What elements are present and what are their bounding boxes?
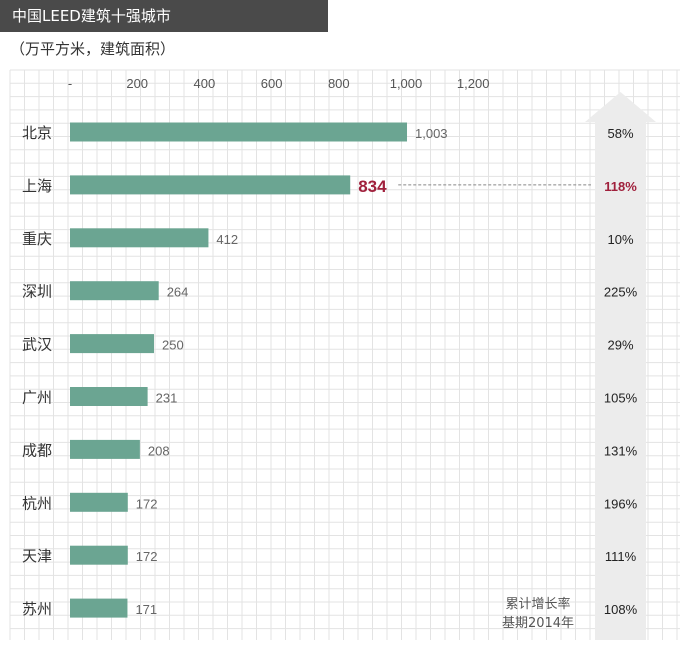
city-label: 重庆 <box>22 230 52 248</box>
growth-label: 131% <box>604 443 638 458</box>
bars <box>70 122 591 618</box>
city-label: 上海 <box>22 177 52 195</box>
bar <box>70 387 148 406</box>
bar <box>70 122 408 142</box>
page-title: 中国LEED建筑十强城市 <box>0 0 328 32</box>
growth-label: 10% <box>607 232 633 247</box>
x-tick-label: 400 <box>194 76 216 91</box>
city-label: 广州 <box>22 389 52 407</box>
bar <box>70 228 209 248</box>
x-tick-label: 1,200 <box>457 76 490 91</box>
labels: 北京 1,003 58% 上海 834 118% 重庆 412 10% 深圳 264 225% 武汉 25… <box>22 124 638 618</box>
growth-label: 225% <box>604 285 638 300</box>
growth-label: 58% <box>607 126 633 141</box>
bar <box>70 492 128 512</box>
value-label: 172 <box>136 549 158 564</box>
city-label: 成都 <box>22 441 52 459</box>
x-tick-label: - <box>68 76 72 91</box>
bar <box>70 439 140 459</box>
city-label: 苏州 <box>22 600 52 618</box>
value-label: 208 <box>148 443 170 458</box>
growth-note-title: 累计增长率 <box>505 596 570 612</box>
bar <box>70 334 154 354</box>
value-label: 171 <box>135 602 157 617</box>
x-tick-label: 800 <box>328 76 350 91</box>
bar <box>70 545 128 565</box>
growth-label: 196% <box>604 496 638 511</box>
growth-note-base-year: 基期2014年 <box>502 616 574 631</box>
x-tick-label: 1,000 <box>390 76 423 91</box>
city-label: 天津 <box>22 547 52 565</box>
growth-label: 111% <box>605 549 637 564</box>
city-label: 武汉 <box>22 336 52 354</box>
value-label: 412 <box>216 232 238 247</box>
x-axis: - 200 400 600 800 1,000 1,200 <box>68 76 490 91</box>
value-label: 264 <box>167 285 189 300</box>
bar <box>70 281 159 301</box>
bar <box>70 175 351 195</box>
value-label: 172 <box>136 496 158 511</box>
growth-label: 105% <box>604 391 638 406</box>
value-label: 834 <box>358 177 387 196</box>
city-label: 杭州 <box>22 494 52 512</box>
bar <box>70 598 128 618</box>
growth-label: 118% <box>604 179 637 194</box>
value-label: 1,003 <box>415 126 448 141</box>
value-label: 231 <box>156 391 178 406</box>
growth-label: 108% <box>604 602 638 617</box>
x-tick-label: 200 <box>126 76 148 91</box>
growth-label: 29% <box>607 338 633 353</box>
x-tick-label: 600 <box>261 76 283 91</box>
growth-arrow-icon <box>585 92 656 640</box>
city-label: 深圳 <box>22 283 52 301</box>
value-label: 250 <box>162 338 184 353</box>
chart-subtitle: （万平方米，建筑面积） <box>10 40 176 58</box>
city-label: 北京 <box>22 124 52 142</box>
